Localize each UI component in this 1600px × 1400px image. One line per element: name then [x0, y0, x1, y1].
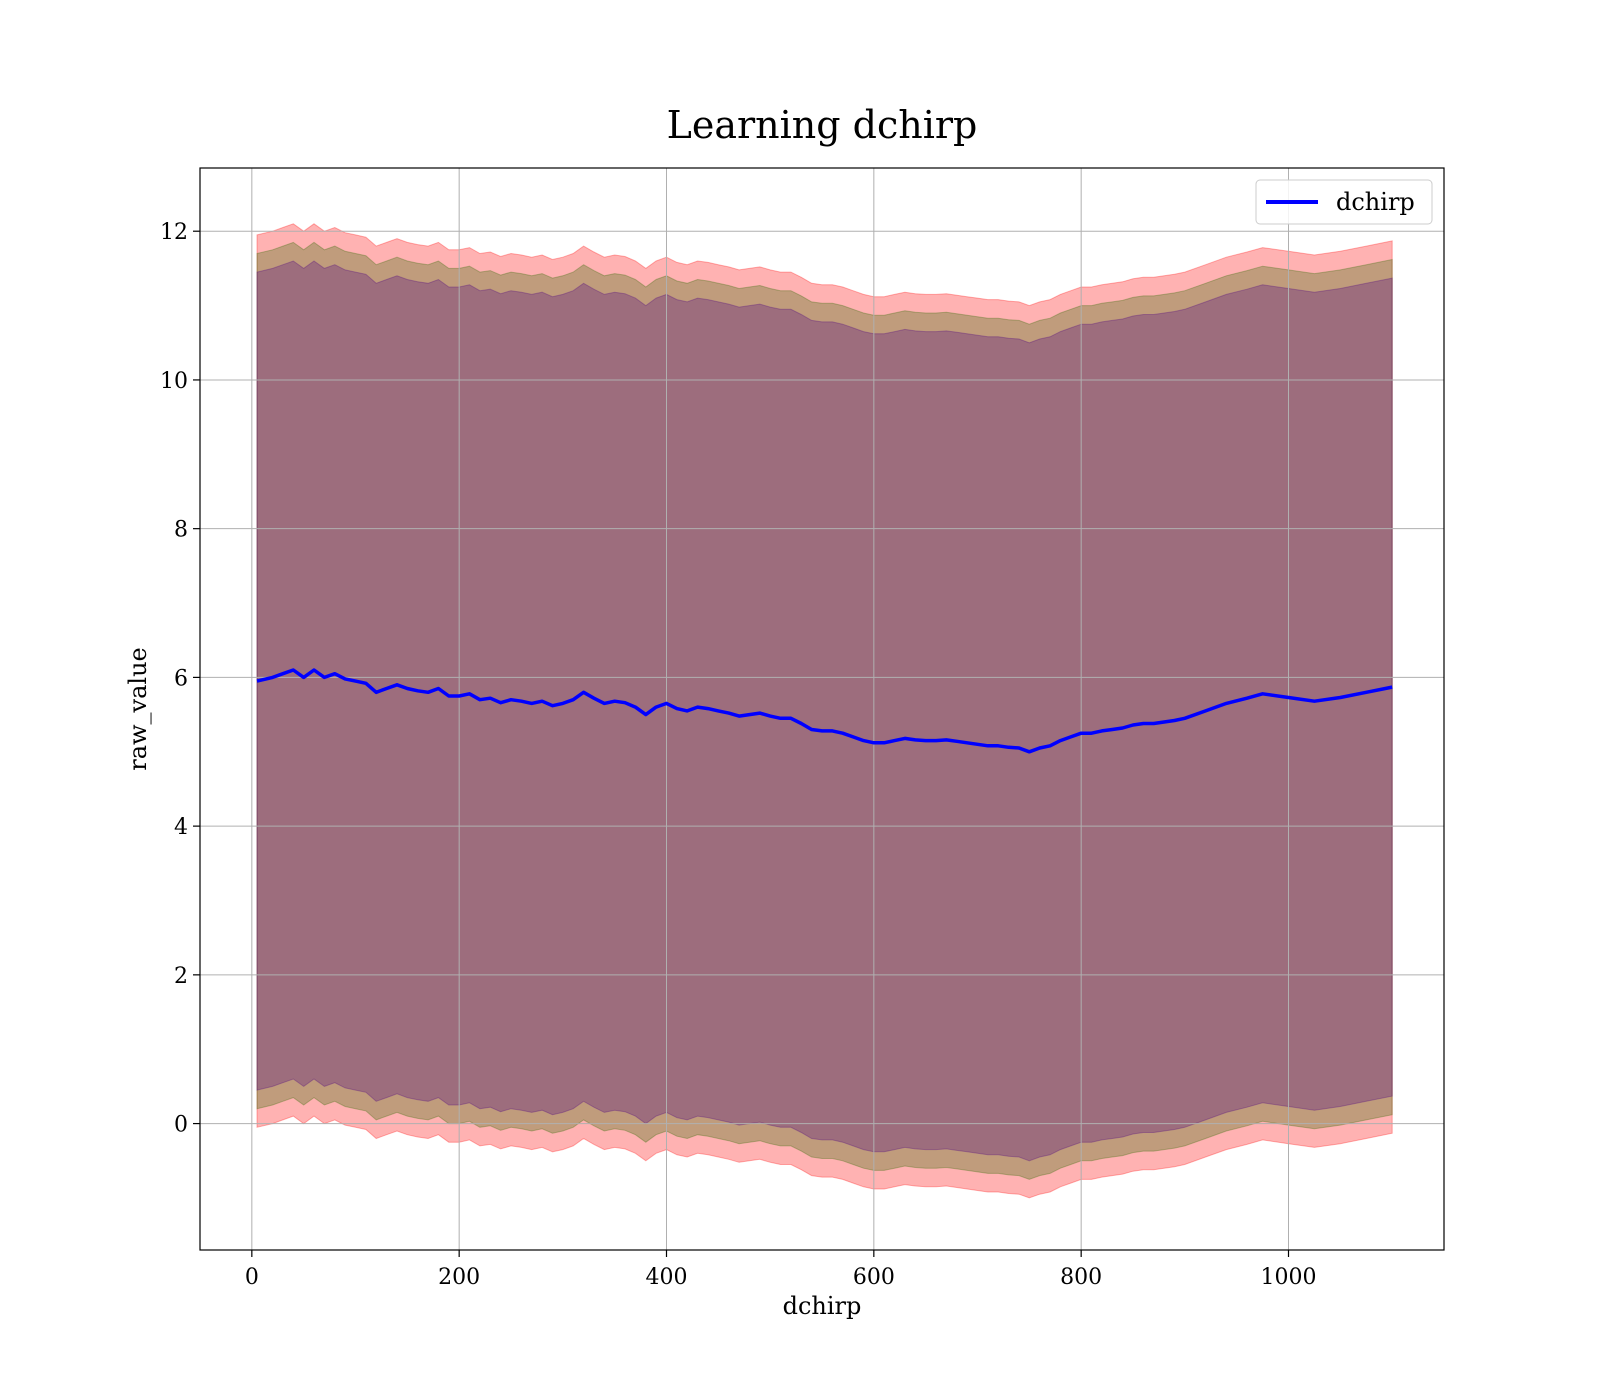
series-line-dchirp	[256, 668, 1393, 754]
legend-box	[1255, 179, 1433, 225]
y-tick-label: 12	[160, 220, 188, 245]
confidence-band	[256, 260, 1393, 1162]
series-lines	[256, 668, 1393, 754]
x-tick-label: 0	[245, 1265, 259, 1290]
x-tick-label: 400	[646, 1265, 688, 1290]
y-axis-ticks: 0 2 4 6 8 10 12	[160, 220, 200, 1138]
confidence-band	[256, 241, 1393, 1180]
chart-title: Learning dchirp	[667, 103, 978, 147]
y-tick-label: 4	[174, 815, 188, 840]
plot-frame	[199, 167, 1445, 1251]
y-tick-label: 8	[174, 518, 188, 543]
confidence-band	[256, 223, 1393, 1199]
x-tick-label: 200	[438, 1265, 480, 1290]
legend-label: dchirp	[1336, 188, 1415, 216]
y-tick-label: 0	[174, 1113, 188, 1138]
x-tick-label: 1000	[1261, 1265, 1317, 1290]
x-tick-label: 600	[853, 1265, 895, 1290]
confidence-bands	[256, 223, 1393, 1199]
x-tick-label: 800	[1060, 1265, 1102, 1290]
x-axis-ticks: 0 200 400 600 800 1000	[245, 1250, 1317, 1290]
y-tick-label: 2	[174, 964, 188, 989]
y-axis-label: raw_value	[124, 647, 152, 771]
legend: dchirp	[1255, 179, 1433, 225]
grid	[200, 168, 1444, 1250]
x-axis-label: dchirp	[783, 1292, 862, 1320]
y-tick-label: 6	[174, 666, 188, 691]
y-tick-label: 10	[160, 369, 188, 394]
